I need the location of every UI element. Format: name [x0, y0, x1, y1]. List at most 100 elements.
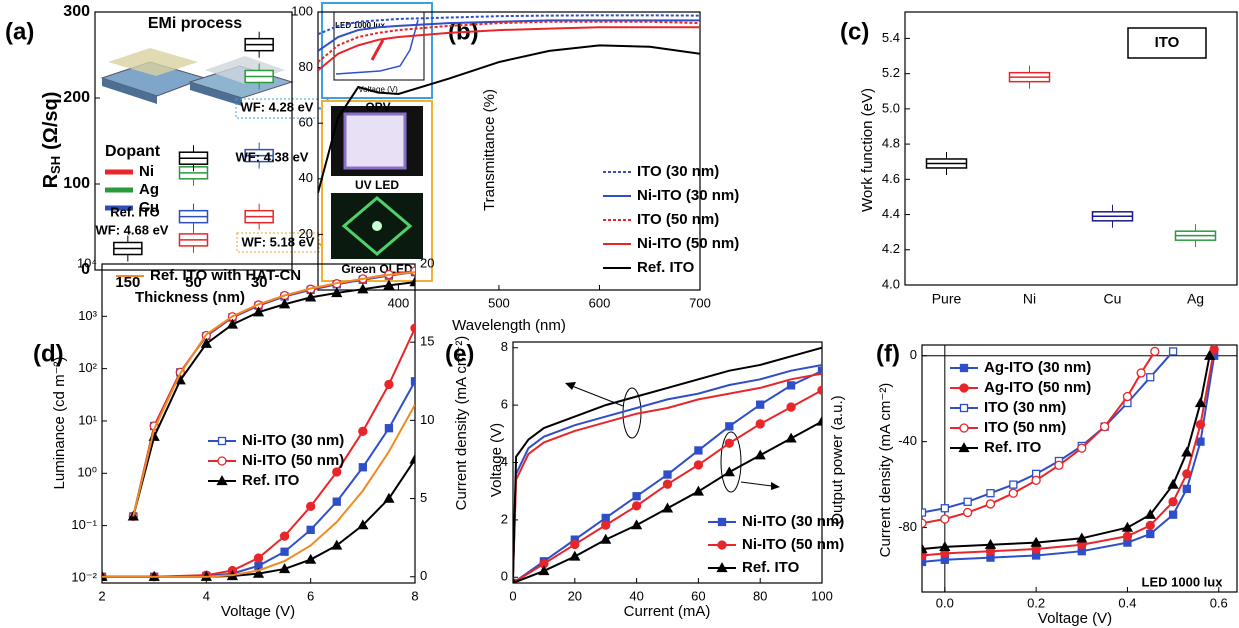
legend-label: Ni-ITO (50 nm) [242, 452, 344, 469]
wf-box [236, 232, 320, 253]
marker [384, 424, 394, 433]
y-tick-label: 10⁴ [77, 255, 97, 270]
annotation: WF: 4.68 eV [96, 222, 169, 237]
legend-marker [958, 442, 970, 453]
marker [601, 513, 610, 523]
y-tick-label: 300 [63, 3, 90, 20]
y-tick-label: 4 [501, 454, 508, 469]
y-tick-label: 40 [299, 170, 313, 185]
marker [357, 519, 369, 530]
y2-tick-label: 5 [420, 490, 427, 505]
y-axis-label: RSH (Ω/sq) [40, 92, 63, 189]
marker [1182, 484, 1191, 494]
x-axis-label: Voltage (V) [1038, 610, 1112, 627]
marker [569, 550, 581, 561]
marker [1168, 510, 1178, 519]
marker [630, 519, 643, 530]
marker [816, 415, 822, 426]
marker [940, 514, 950, 524]
legend-label: Cu [139, 199, 159, 216]
y-axis-label-unit: (Ω/sq) [40, 92, 62, 150]
legend-title: Dopant [105, 143, 161, 160]
marker [940, 504, 949, 513]
annotation: ITO [1155, 34, 1180, 51]
legend-label: Ni-ITO (50 nm) [637, 235, 739, 252]
marker [1122, 391, 1133, 402]
x-tick-label: 0.6 [1210, 595, 1228, 610]
marker [1168, 347, 1178, 356]
marker [1196, 437, 1205, 446]
marker [306, 501, 316, 512]
marker [1144, 508, 1156, 519]
x-tick-label: 30 [251, 274, 268, 291]
y-tick-label: 10⁻² [71, 569, 97, 584]
marker [1009, 480, 1018, 489]
plot-frame [921, 344, 1238, 593]
legend-label: Ni-ITO (30 nm) [742, 513, 844, 530]
marker [724, 438, 734, 448]
marker [1182, 469, 1192, 479]
y-tick-label: 0 [501, 569, 508, 584]
annotation: WF: 5.18 eV [242, 234, 315, 249]
uv-led-emission [343, 112, 407, 170]
y-tick-label: 4.0 [882, 276, 900, 291]
legend-marker [717, 540, 727, 550]
marker [693, 460, 704, 470]
marker [331, 287, 343, 298]
marker [410, 323, 415, 333]
marker [410, 377, 415, 386]
marker [661, 502, 674, 513]
marker [1146, 529, 1155, 539]
y-axis-label: Current density (mA cm⁻²) [877, 383, 894, 558]
substrate-side [102, 78, 157, 104]
legend-marker [959, 383, 969, 393]
series-line [513, 363, 822, 578]
marker [1008, 488, 1018, 498]
marker [226, 318, 239, 329]
x-axis-label: Voltage (V) [221, 603, 295, 620]
x-tick-label: 0.2 [1027, 595, 1045, 610]
legend-label: ITO (50 nm) [637, 211, 719, 228]
label-box [1127, 27, 1207, 59]
panel-label: (a) [5, 18, 34, 45]
marker [1122, 531, 1133, 541]
legend-label: Ref. ITO with HAT-CN [150, 267, 301, 284]
legend-label: Ref. ITO [984, 439, 1042, 456]
y-tick-label: 4.8 [882, 136, 900, 151]
marker [252, 567, 265, 578]
x-tick-label: 4 [203, 588, 210, 603]
y-tick-label: 10² [78, 360, 97, 375]
y-tick-label: 80 [299, 59, 313, 74]
legend-marker [716, 562, 728, 573]
marker [725, 422, 734, 431]
y-axis-label-sub: SH [48, 156, 63, 174]
y-tick-label: -40 [898, 433, 917, 448]
legend-label: Ni [139, 163, 154, 180]
marker [985, 499, 996, 509]
marker [922, 550, 927, 561]
marker [409, 276, 415, 287]
marker [755, 419, 765, 429]
x-tick-label: 20 [568, 588, 582, 603]
series-line [102, 404, 415, 578]
marker [922, 557, 927, 567]
panel-label: (e) [445, 340, 474, 367]
marker [986, 489, 995, 498]
x-tick-label: Ni [1023, 291, 1036, 307]
x-tick-label: 0 [509, 588, 516, 603]
marker [1031, 475, 1041, 485]
x-tick-label: 500 [488, 295, 510, 310]
y-axis-label: Work function (eV) [859, 88, 876, 212]
y-tick-label: 6 [501, 397, 508, 412]
y-tick-label: 5.4 [882, 30, 900, 45]
opv-inset-curve [335, 19, 419, 75]
marker [1121, 521, 1134, 532]
legend-label: ITO (30 nm) [984, 399, 1066, 416]
arrow-head [565, 382, 576, 390]
marker [1194, 397, 1207, 408]
marker [332, 467, 342, 477]
y-tick-label: 0 [81, 261, 90, 278]
series-line [922, 350, 1156, 525]
annotation: OPV [365, 100, 390, 114]
